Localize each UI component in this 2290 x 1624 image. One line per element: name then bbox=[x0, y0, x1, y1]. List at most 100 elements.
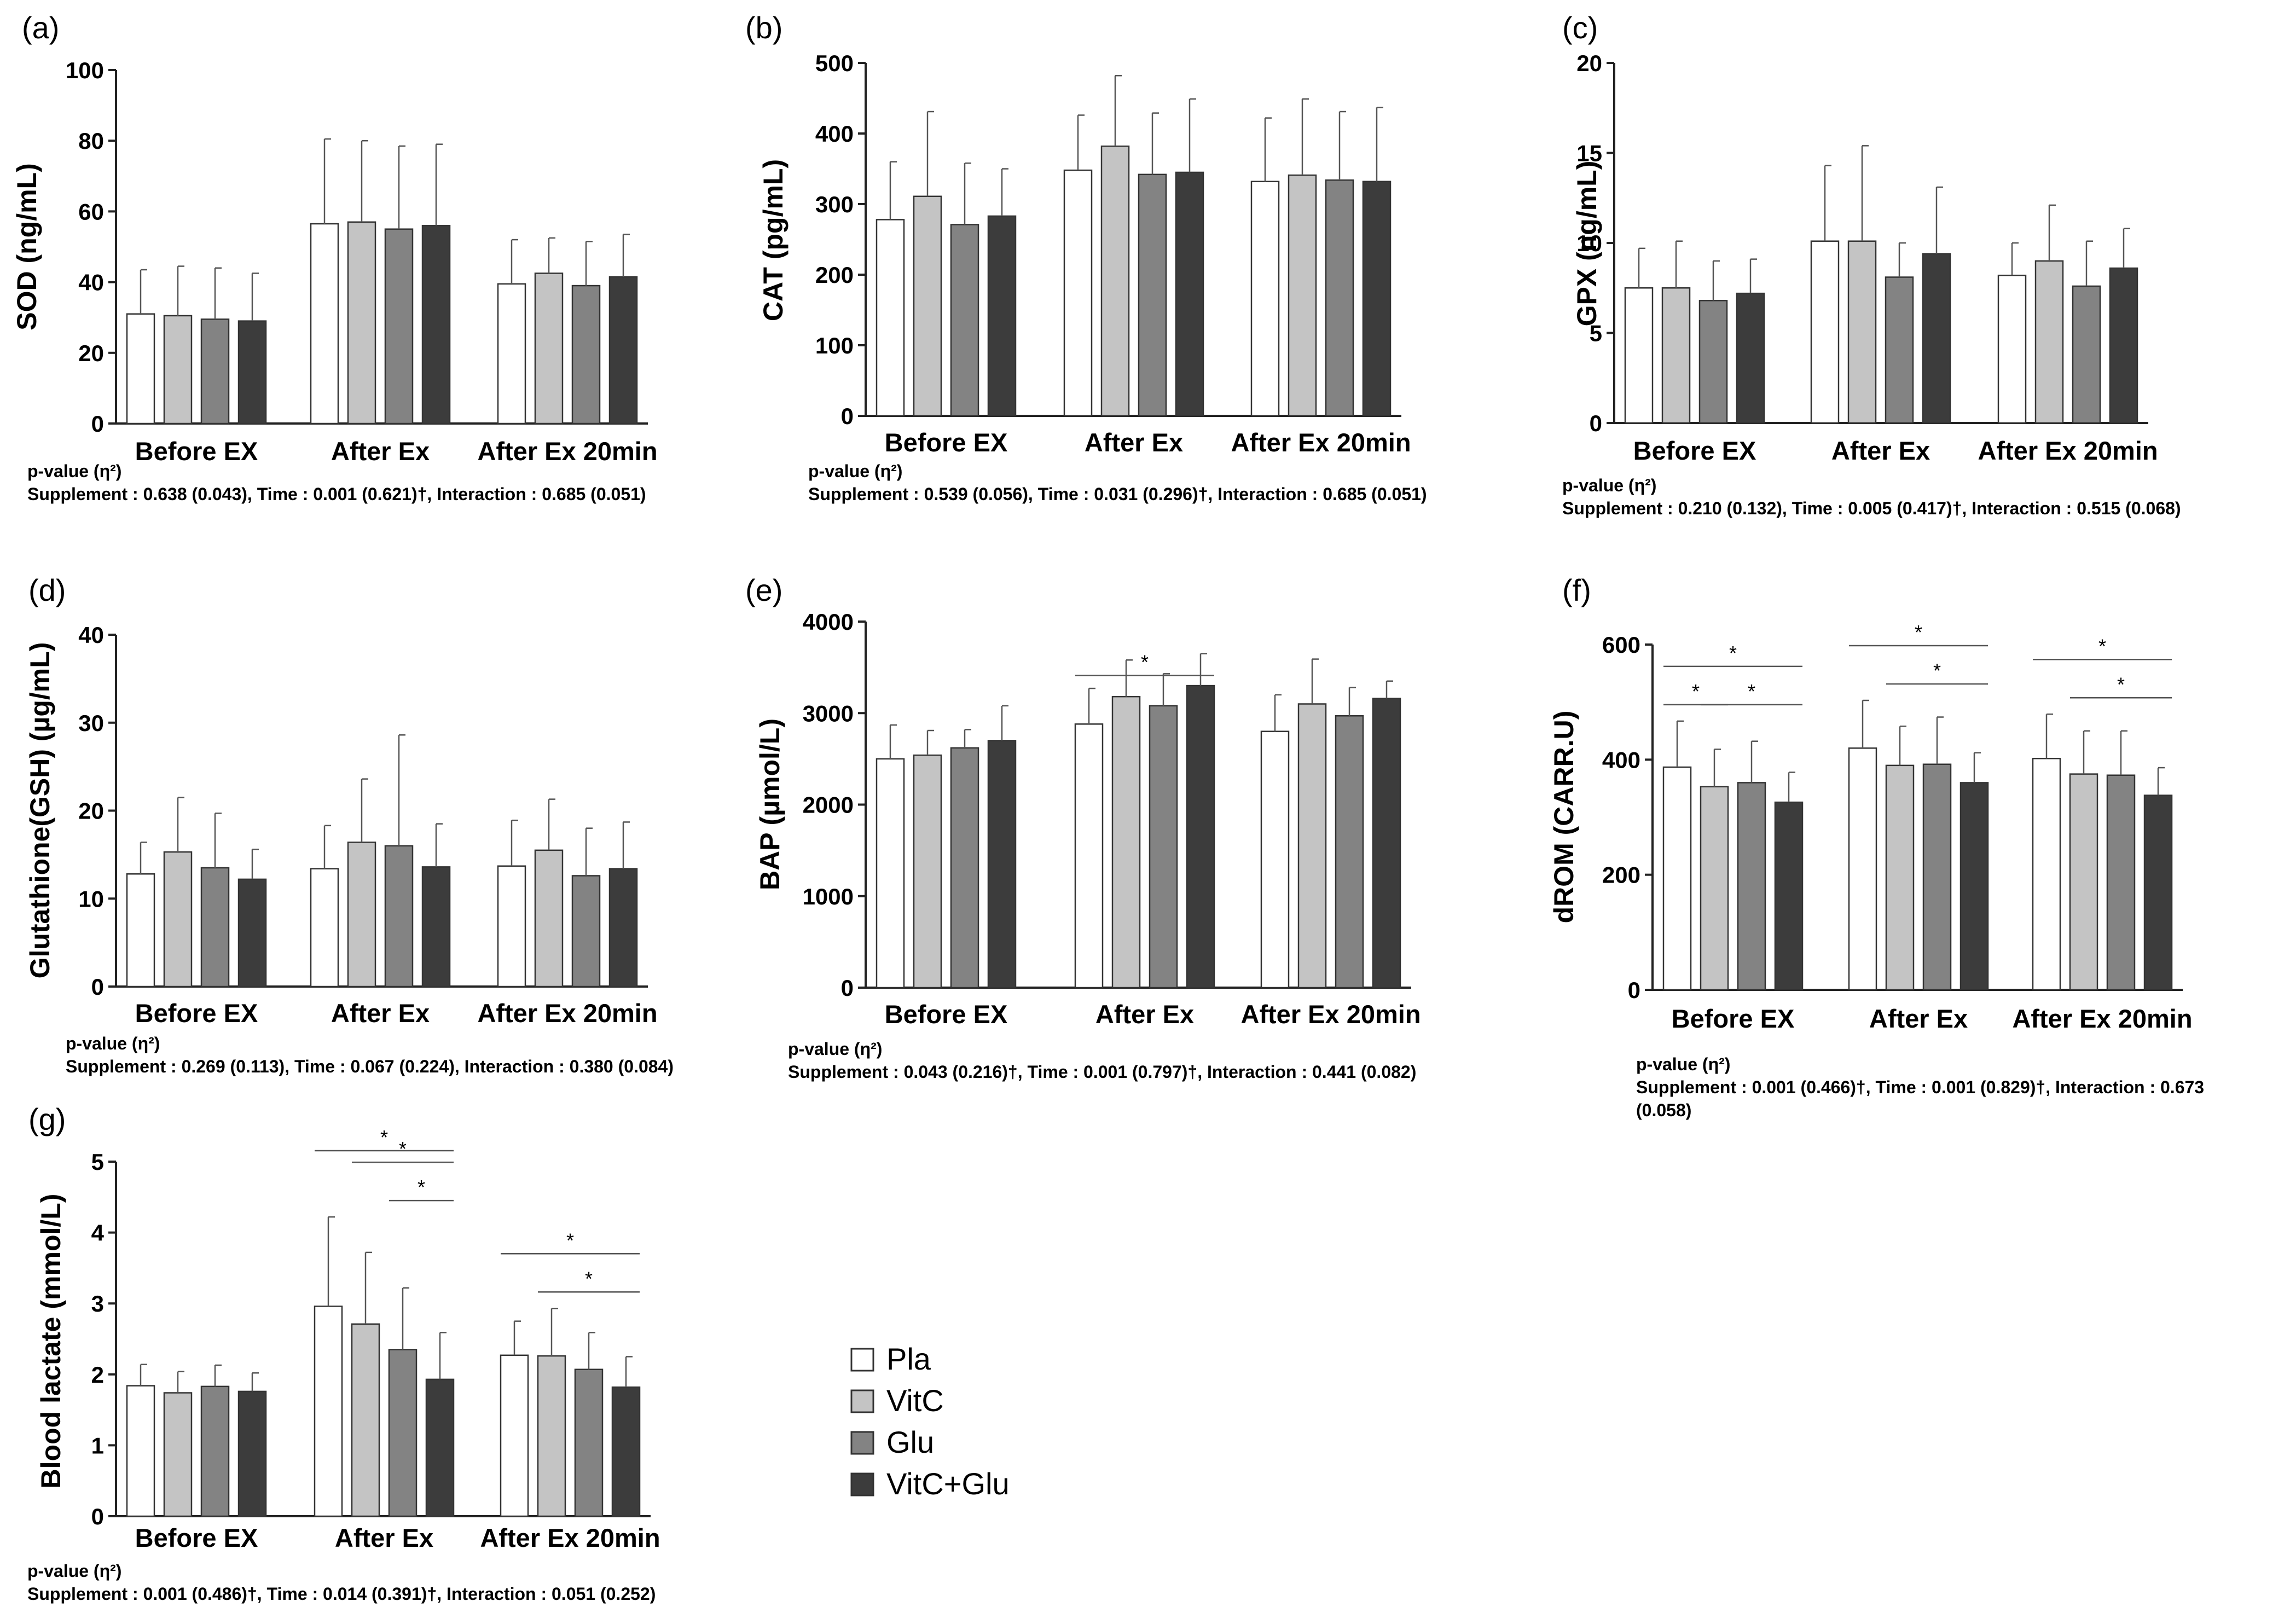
bar bbox=[310, 223, 339, 425]
bar bbox=[913, 754, 942, 989]
bar bbox=[384, 845, 414, 988]
significance-star: * bbox=[1915, 621, 1922, 643]
pvalue-title: p-value (η²) bbox=[788, 1039, 882, 1059]
bar bbox=[126, 873, 155, 988]
significance-star: * bbox=[1748, 680, 1755, 703]
bar bbox=[1362, 181, 1392, 417]
x-category-label: Before EX bbox=[885, 1000, 1008, 1029]
x-category-label: After Ex bbox=[1869, 1004, 1968, 1033]
panel-letter: (g) bbox=[28, 1102, 66, 1136]
pvalue-title: p-value (η²) bbox=[1636, 1054, 1730, 1074]
y-tick-label: 10 bbox=[1576, 230, 1602, 256]
x-category-label: After Ex 20min bbox=[477, 999, 657, 1028]
bar bbox=[537, 1355, 566, 1517]
significance-star: * bbox=[2098, 635, 2106, 657]
legend-swatch bbox=[850, 1472, 874, 1497]
significance-star: * bbox=[1692, 680, 1700, 703]
bar bbox=[421, 224, 451, 425]
y-tick-label: 30 bbox=[78, 710, 104, 736]
bar bbox=[200, 867, 230, 988]
legend: Pla VitC Glu VitC+Glu bbox=[850, 1342, 1010, 1501]
x-category-label: After Ex bbox=[1095, 1000, 1194, 1029]
pvalue-line: Supplement : 0.001 (0.486)†, Time : 0.01… bbox=[27, 1584, 656, 1604]
y-tick-label: 300 bbox=[815, 192, 854, 217]
bar bbox=[913, 195, 942, 417]
y-tick-label: 4000 bbox=[803, 609, 854, 635]
bar bbox=[1885, 276, 1914, 424]
legend-label: Pla bbox=[886, 1342, 931, 1376]
bar bbox=[310, 868, 339, 988]
bar bbox=[950, 747, 979, 989]
bar bbox=[1885, 764, 1915, 991]
significance-star: * bbox=[585, 1267, 593, 1290]
x-category-label: After Ex bbox=[335, 1523, 433, 1552]
bar bbox=[611, 1386, 641, 1517]
bar bbox=[571, 875, 601, 988]
x-category-label: After Ex 20min bbox=[1978, 436, 2158, 465]
bar bbox=[608, 276, 638, 425]
bar bbox=[950, 224, 979, 417]
significance-star: * bbox=[418, 1176, 425, 1198]
bar bbox=[571, 285, 601, 425]
bar bbox=[497, 283, 526, 425]
y-tick-label: 100 bbox=[66, 57, 104, 83]
bar bbox=[1997, 274, 2027, 424]
bar bbox=[1288, 174, 1317, 417]
y-tick-label: 0 bbox=[91, 974, 104, 1000]
y-tick-label: 400 bbox=[1602, 747, 1640, 773]
legend-label: VitC bbox=[886, 1383, 944, 1418]
y-tick-label: 1 bbox=[91, 1432, 104, 1458]
chart-panel-b: (b) CAT (pg/mL) 0 100 200 300 400 500 Before EX A… bbox=[745, 10, 1427, 504]
pvalue-line: Supplement : 0.539 (0.056), Time : 0.031… bbox=[808, 484, 1427, 504]
bar bbox=[237, 320, 267, 425]
y-tick-label: 500 bbox=[815, 50, 854, 76]
bar bbox=[876, 758, 905, 989]
bar bbox=[1297, 703, 1327, 989]
pvalue-line: (0.058) bbox=[1636, 1100, 1691, 1120]
bar bbox=[2034, 260, 2064, 424]
significance-star: * bbox=[566, 1229, 574, 1251]
bar bbox=[1325, 179, 1354, 417]
legend-swatch bbox=[850, 1431, 874, 1455]
bar bbox=[534, 272, 564, 425]
bar bbox=[163, 1392, 193, 1517]
pvalue-title: p-value (η²) bbox=[66, 1034, 160, 1053]
y-tick-label: 15 bbox=[1576, 141, 1602, 166]
bar bbox=[1372, 698, 1401, 989]
bar bbox=[1063, 169, 1093, 417]
chart-panel-c: (c) GPX (ng/mL) 0 5 10 15 20 Before EX After Ex A… bbox=[1562, 10, 2181, 518]
y-axis-label: Glutathione(GSH) (µg/mL) bbox=[25, 642, 55, 979]
y-tick-label: 0 bbox=[1590, 410, 1602, 436]
bar bbox=[2143, 794, 2173, 991]
bar bbox=[347, 221, 376, 425]
bar bbox=[1138, 173, 1167, 417]
bar bbox=[608, 868, 638, 988]
panel-letter: (e) bbox=[745, 573, 782, 607]
bar bbox=[1335, 715, 1364, 989]
pvalue-line: Supplement : 0.210 (0.132), Time : 0.005… bbox=[1562, 498, 2181, 518]
x-category-label: Before EX bbox=[135, 1523, 258, 1552]
bar bbox=[351, 1323, 380, 1517]
bar bbox=[1847, 240, 1877, 424]
bar bbox=[421, 866, 451, 988]
bar bbox=[1810, 240, 1840, 424]
bar bbox=[2069, 773, 2098, 991]
pvalue-line: Supplement : 0.043 (0.216)†, Time : 0.00… bbox=[788, 1062, 1416, 1082]
x-category-label: After Ex 20min bbox=[1240, 1000, 1421, 1029]
bar bbox=[987, 215, 1017, 417]
y-tick-label: 100 bbox=[815, 333, 854, 358]
bar bbox=[1074, 723, 1104, 989]
y-tick-label: 20 bbox=[1576, 50, 1602, 76]
panel-letter: (a) bbox=[22, 10, 59, 45]
bar bbox=[237, 1390, 267, 1517]
y-tick-label: 60 bbox=[78, 199, 104, 224]
x-category-label: Before EX bbox=[1672, 1004, 1795, 1033]
bar bbox=[1111, 695, 1141, 989]
y-tick-label: 400 bbox=[815, 121, 854, 147]
bar bbox=[1698, 300, 1728, 424]
bar bbox=[1100, 145, 1130, 417]
x-category-label: After Ex 20min bbox=[2012, 1004, 2192, 1033]
bar bbox=[2032, 757, 2061, 991]
x-category-label: After Ex bbox=[1085, 428, 1183, 457]
y-tick-label: 200 bbox=[815, 262, 854, 288]
